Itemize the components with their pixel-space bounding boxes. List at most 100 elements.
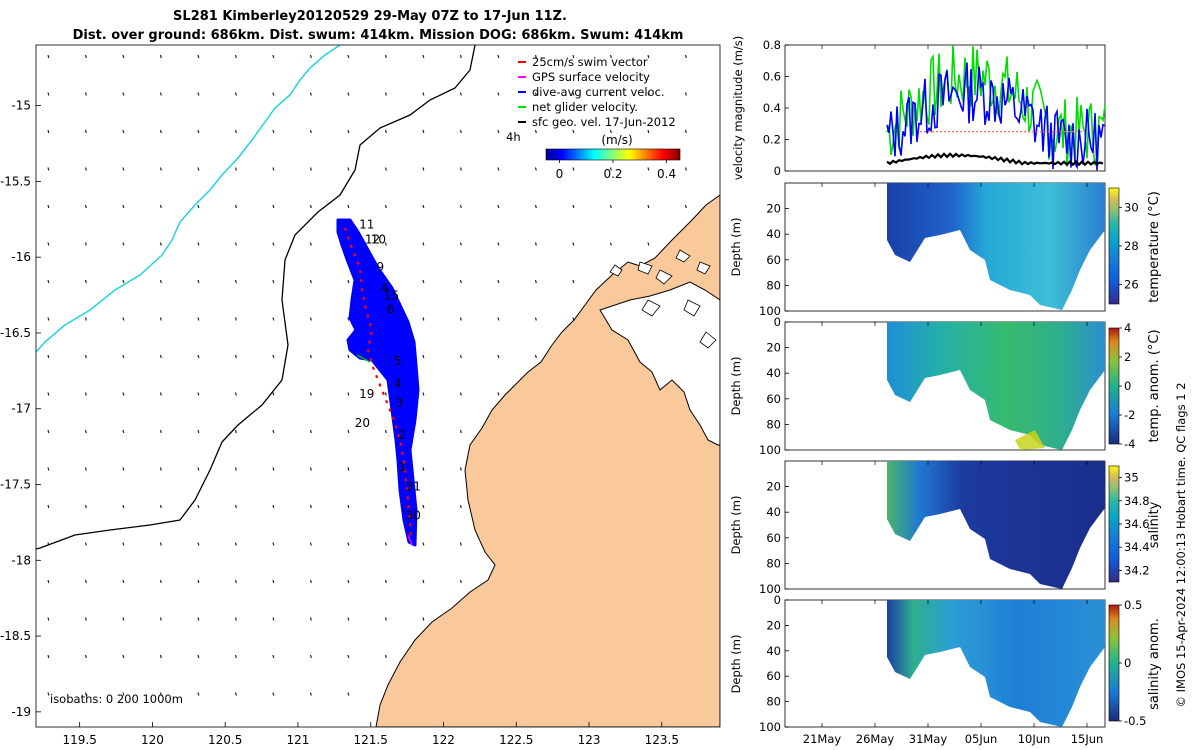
temperature-colorbar-ticks: 26 28 30 — [1119, 200, 1139, 292]
velocity-arrow — [534, 279, 537, 284]
velocity-arrow — [197, 429, 200, 434]
depth-tick-label: 20 — [766, 202, 781, 216]
map-y-tick-label: -15 — [11, 99, 31, 113]
depth-tick-label: 20 — [766, 341, 781, 355]
velocity-arrow — [497, 54, 500, 59]
day-label: 4 — [394, 377, 402, 391]
temp-anomaly-warm-spot — [1015, 430, 1045, 450]
velocity-arrow — [159, 579, 162, 584]
temp-anomaly-section — [887, 322, 1105, 450]
colorbar-tick-label: 34.4 — [1124, 540, 1150, 554]
velocity-arrow — [122, 617, 125, 621]
velocity-arrow — [309, 429, 312, 434]
time-tick-label: 10Jun — [1018, 732, 1051, 746]
velocity-arrow — [647, 54, 650, 59]
velocity-arrow — [459, 167, 462, 171]
velocity-arrow — [47, 54, 50, 59]
map-y-tick-label: -17 — [11, 402, 31, 416]
temperature-y-axis: 20 40 60 80 100 — [759, 202, 789, 318]
map-frame — [35, 44, 721, 728]
velocity-arrow — [272, 654, 275, 659]
velocity-arrow — [647, 92, 650, 96]
velocity-arrow — [347, 279, 350, 284]
velocity-arrow — [384, 579, 387, 584]
velocity-arrow — [197, 242, 200, 246]
velocity-arrow — [422, 242, 425, 246]
velocity-arrow — [47, 167, 50, 171]
velocity-arrow — [47, 204, 50, 209]
map-colorbar-tick-label: 0 — [556, 167, 564, 181]
temp-anomaly-y-axis: 0 20 40 60 80 100 — [759, 315, 789, 457]
velocity-arrow — [572, 92, 575, 96]
velocity-arrow — [47, 654, 50, 659]
temperature-section — [887, 183, 1105, 310]
velocity-arrow — [384, 542, 387, 546]
velocity-arrow — [459, 392, 462, 396]
velocity-arrow — [609, 129, 612, 134]
velocity-series — [886, 45, 1106, 171]
velocity-arrow — [197, 54, 200, 59]
depth-tick-label: 40 — [766, 505, 781, 519]
velocity-arrow — [272, 279, 275, 284]
velocity-arrow — [684, 167, 687, 171]
velocity-arrow — [422, 542, 425, 546]
salinity-anomaly-panel: 0 20 40 60 80 100 Depth (m) -0.5 0 0.5 salinity… — [729, 593, 1162, 734]
salinity-anomaly-y-axis: 0 20 40 60 80 100 — [759, 593, 789, 734]
velocity-arrow — [84, 692, 87, 696]
velocity-arrow — [309, 617, 312, 621]
velocity-arrow — [347, 429, 350, 434]
velocity-arrow — [122, 579, 125, 584]
depth-tick-label: 100 — [759, 582, 781, 596]
colorbar-tick-label: 2 — [1124, 350, 1131, 364]
velocity-arrow — [534, 242, 537, 246]
velocity-arrow — [534, 129, 537, 134]
colorbar-tick-label: 35 — [1124, 471, 1139, 485]
temp-anomaly-colorbar-ticks: -4 -2 0 2 4 — [1119, 321, 1135, 451]
velocity-arrow — [497, 129, 500, 134]
map-colorbar-tick-label: 0.4 — [657, 167, 676, 181]
velocity-arrow — [384, 92, 387, 96]
velocity-arrow — [159, 167, 162, 171]
velocity-arrow — [122, 429, 125, 434]
depth-tick-label: 60 — [766, 253, 781, 267]
velocity-arrow — [159, 429, 162, 434]
map-y-tick-label: -16 — [11, 250, 31, 264]
velocity-arrow — [47, 467, 50, 471]
velocity-arrow — [84, 242, 87, 246]
velocity-arrow — [309, 467, 312, 471]
velocity-arrow — [347, 692, 350, 696]
velocity-arrow — [422, 92, 425, 96]
map-x-tick-label: 121.5 — [354, 733, 388, 747]
velocity-arrow — [647, 129, 650, 134]
velocity-arrow — [234, 579, 237, 584]
velocity-arrow — [384, 167, 387, 171]
velocity-arrow — [309, 129, 312, 134]
velocity-arrow — [384, 429, 387, 434]
day-label: 12 — [365, 233, 380, 247]
velocity-arrow — [422, 204, 425, 209]
map-y-tick-label: -18.5 — [0, 629, 31, 643]
velocity-arrow — [572, 54, 575, 59]
velocity-arrow — [234, 242, 237, 246]
velocity-arrow — [47, 354, 50, 359]
day-label: 5 — [394, 354, 402, 368]
velocity-arrow — [459, 279, 462, 284]
velocity-arrow — [234, 354, 237, 359]
velocity-arrow — [234, 504, 237, 509]
velocity-arrow — [197, 617, 200, 621]
velocity-arrow — [347, 317, 350, 321]
velocity-arrow — [84, 542, 87, 546]
velocity-arrow — [84, 467, 87, 471]
colorbar-tick-label: 30 — [1124, 200, 1139, 214]
velocity-arrow — [122, 354, 125, 359]
velocity-arrow — [384, 467, 387, 471]
velocity-arrow — [234, 429, 237, 434]
velocity-arrow — [122, 129, 125, 134]
velocity-arrow — [347, 617, 350, 621]
velocity-arrow — [197, 317, 200, 321]
velocity-arrow — [422, 354, 425, 359]
velocity-arrow — [84, 354, 87, 359]
velocity-arrow — [609, 204, 612, 209]
colorbar-tick-label: 4 — [1124, 321, 1131, 335]
velocity-arrow — [534, 54, 537, 59]
